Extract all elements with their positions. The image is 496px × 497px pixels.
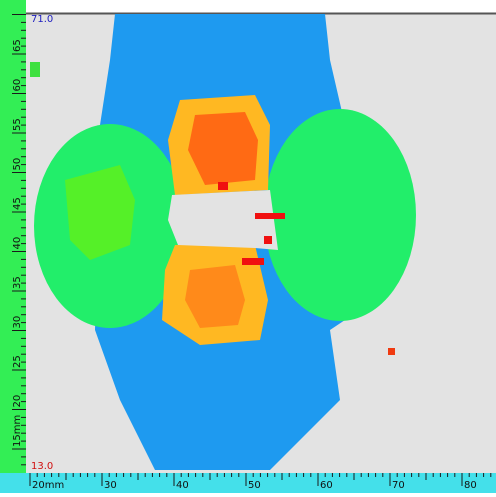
y-ruler-label: 55 [12, 118, 23, 131]
x-ruler-label: 40 [176, 480, 189, 491]
red-spot [218, 182, 228, 190]
red-spot [264, 236, 272, 244]
green-speck [30, 62, 40, 77]
x-ruler-label: 60 [320, 480, 333, 491]
x-ruler-label: 70 [392, 480, 405, 491]
x-ruler-label: 30 [104, 480, 117, 491]
red-spot [242, 258, 264, 265]
max-label: 71.0 [31, 14, 53, 25]
y-ruler-label: 45 [12, 197, 23, 210]
y-ruler-label: 40 [12, 237, 23, 250]
x-ruler-label: 80 [464, 480, 477, 491]
x-ruler-label: 50 [248, 480, 261, 491]
y-ruler-label: 60 [12, 79, 23, 92]
center-gap [168, 190, 278, 250]
y-ruler-label: 20 [12, 395, 23, 408]
red-speck [388, 348, 395, 355]
y-ruler-label: 65 [12, 39, 23, 52]
y-ruler-label: 15mm [12, 415, 23, 447]
green-region-right [264, 109, 416, 321]
red-spot [255, 213, 285, 219]
y-ruler-label: 35 [12, 276, 23, 289]
y-ruler-label: 30 [12, 316, 23, 329]
scan-view: 71.0 13.0 20mm 30 40 50 60 70 80 15mm 20 25 30 35 40… [0, 0, 496, 493]
min-label: 13.0 [31, 461, 53, 472]
y-ruler-label: 25 [12, 355, 23, 368]
y-ruler-label: 50 [12, 158, 23, 171]
x-ruler-label: 20mm [32, 480, 64, 491]
